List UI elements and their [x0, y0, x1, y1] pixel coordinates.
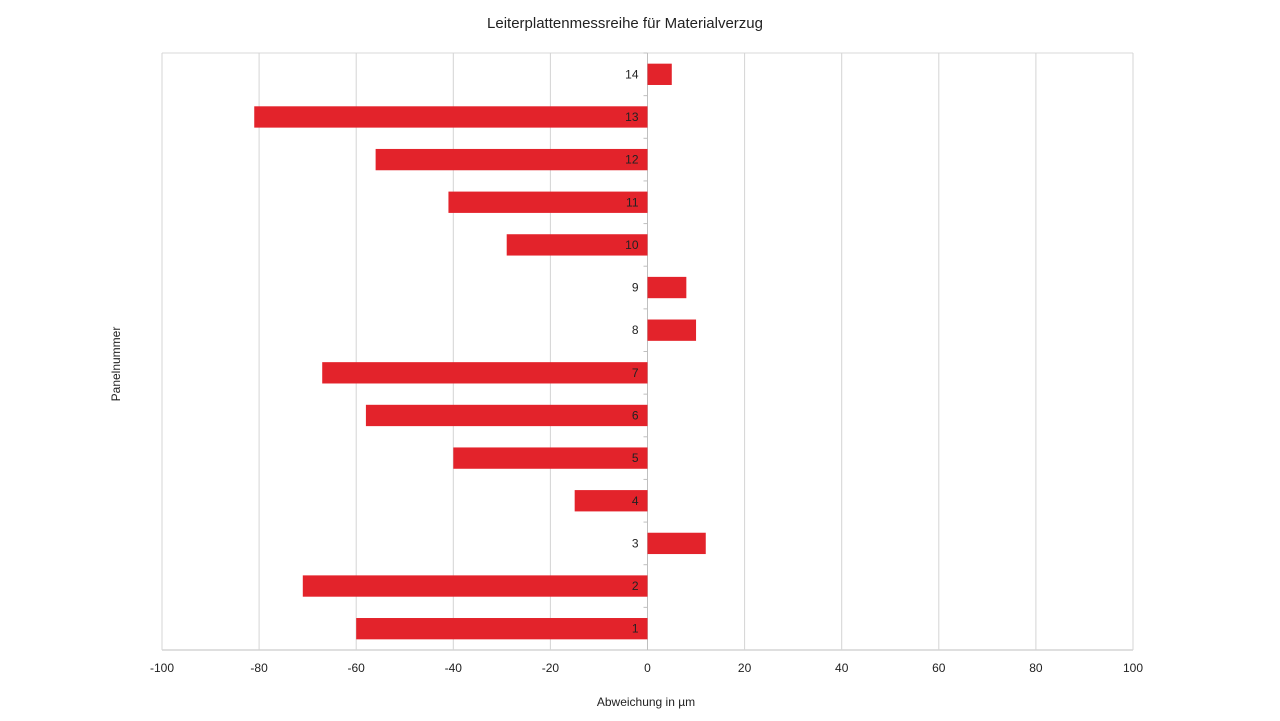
x-tick-label-1: -80: [250, 661, 268, 675]
y-tick-label-13: 13: [625, 110, 639, 124]
y-tick-label-1: 1: [632, 622, 639, 636]
bar-panel-9: [647, 276, 687, 299]
y-tick-label-9: 9: [632, 281, 639, 295]
bar-panel-4: [574, 490, 648, 512]
bar-panel-12: [375, 148, 648, 171]
y-tick-label-14: 14: [625, 67, 639, 81]
y-tick-label-5: 5: [632, 451, 639, 465]
y-tick-label-12: 12: [625, 153, 639, 167]
bar-panel-7: [322, 362, 648, 384]
bar-panel-5: [453, 447, 648, 469]
y-axis-label: Panelnummer: [109, 327, 123, 402]
x-tick-label-10: 100: [1123, 661, 1143, 675]
bar-layer: [254, 63, 706, 640]
y-tick-label-8: 8: [632, 323, 639, 337]
y-tick-label-3: 3: [632, 536, 639, 550]
y-tick-label-4: 4: [632, 494, 639, 508]
x-tick-label-3: -40: [445, 661, 463, 675]
bar-panel-13: [254, 106, 648, 128]
chart-title: Leiterplattenmessreihe für Materialverzu…: [487, 15, 763, 32]
x-tick-label-7: 40: [835, 661, 849, 675]
x-tick-label-2: -60: [348, 661, 366, 675]
y-tick-label-7: 7: [632, 366, 639, 380]
grid-layer: [161, 52, 1134, 651]
y-tick-label-10: 10: [625, 238, 639, 252]
bar-panel-14: [647, 63, 672, 85]
bar-panel-10: [506, 234, 648, 256]
x-tick-label-8: 60: [932, 661, 946, 675]
bar-panel-3: [647, 532, 706, 555]
bar-panel-6: [365, 404, 648, 427]
x-tick-label-6: 20: [738, 661, 752, 675]
bar-panel-2: [302, 575, 648, 597]
bar-panel-11: [448, 191, 648, 213]
bar-panel-1: [356, 618, 648, 640]
y-tick-label-6: 6: [632, 408, 639, 422]
x-tick-label-4: -20: [542, 661, 560, 675]
bar-panel-8: [647, 319, 697, 341]
x-tick-label-9: 80: [1029, 661, 1043, 675]
tick-label-layer: -100 -80 -60 -40 -20 0 20 40 60 80 100: [150, 661, 1143, 675]
x-tick-label-5: 0: [644, 661, 651, 675]
x-axis-label: Abweichung in µm: [597, 695, 695, 709]
y-tick-label-11: 11: [626, 195, 639, 209]
x-tick-label-0: -100: [150, 661, 174, 675]
y-tick-label-2: 2: [632, 579, 639, 593]
